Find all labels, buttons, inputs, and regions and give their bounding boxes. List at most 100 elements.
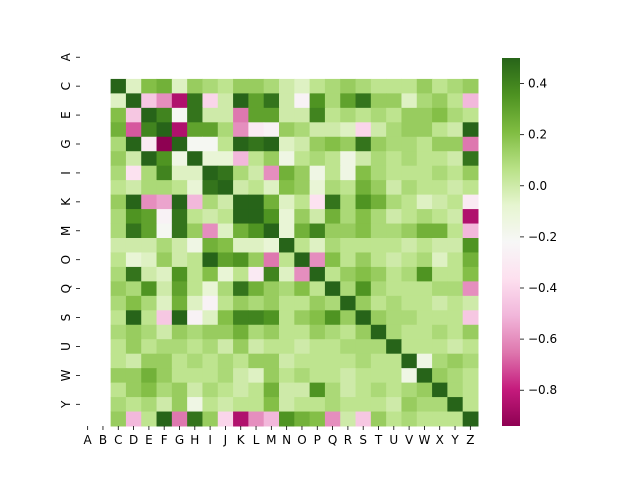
- heatmap-cell-N-F: [156, 238, 173, 253]
- heatmap-cell-G-H: [187, 136, 203, 152]
- heatmap-cell-W-H: [187, 368, 203, 384]
- heatmap-cell-E-V: [401, 107, 418, 123]
- x-tick-label: D: [129, 433, 138, 447]
- heatmap-cell-G-E: [141, 136, 158, 152]
- heatmap-cell-X-G: [171, 382, 188, 398]
- heatmap-cell-H-D: [125, 151, 142, 167]
- y-tick-label: O: [59, 255, 73, 264]
- heatmap-cell-G-R: [340, 136, 357, 152]
- heatmap-cell-W-Z: [462, 368, 479, 384]
- heatmap-cell-L-I: [202, 209, 219, 225]
- heatmap-cell-H-Z: [462, 151, 479, 167]
- heatmap-cell-R-M: [263, 295, 280, 311]
- heatmap-cell-J-Y: [447, 180, 464, 196]
- heatmap-cell-M-W: [416, 223, 433, 239]
- heatmap-cell-G-G: [171, 136, 188, 152]
- heatmap-cell-I-P: [309, 165, 326, 181]
- heatmap-cell-N-X: [432, 238, 448, 253]
- heatmap-cell-C-Q: [324, 78, 341, 94]
- heatmap-cell-P-O: [294, 266, 311, 282]
- heatmap-cell-K-T: [370, 194, 387, 210]
- heatmap-cells: [110, 78, 479, 427]
- heatmap-cell-I-H: [187, 165, 203, 181]
- heatmap-cell-P-P: [309, 266, 326, 282]
- heatmap-cell-N-M: [263, 238, 280, 253]
- heatmap-cell-P-H: [187, 266, 203, 282]
- y-tick-label: W: [59, 369, 73, 381]
- x-tick-label: A: [84, 433, 93, 447]
- heatmap-cell-I-O: [294, 165, 311, 181]
- heatmap-cell-U-F: [156, 339, 173, 355]
- heatmap-cell-C-N: [279, 78, 295, 94]
- heatmap-cell-O-D: [125, 252, 142, 268]
- heatmap-cell-G-C: [110, 136, 127, 152]
- heatmap-cell-G-X: [432, 136, 448, 152]
- heatmap-cell-D-V: [401, 93, 418, 109]
- heatmap-cell-L-D: [125, 209, 142, 225]
- heatmap-cell-L-T: [370, 209, 387, 225]
- heatmap-cell-O-C: [110, 252, 127, 268]
- heatmap-cell-R-F: [156, 295, 173, 311]
- x-tick-label: M: [266, 433, 276, 447]
- heatmap-cell-R-Z: [462, 295, 479, 311]
- heatmap-cell-R-J: [217, 295, 234, 311]
- heatmap-cell-Z-P: [309, 411, 326, 427]
- heatmap-cell-I-I: [202, 165, 219, 181]
- heatmap-cell-C-L: [248, 78, 265, 94]
- heatmap-cell-T-R: [340, 324, 357, 340]
- heatmap-cell-J-P: [309, 180, 326, 196]
- heatmap-cell-O-L: [248, 252, 265, 268]
- colorbar: [502, 58, 520, 426]
- heatmap-cell-E-U: [386, 107, 402, 123]
- heatmap-cell-Y-P: [309, 397, 326, 413]
- heatmap-cell-C-H: [187, 78, 203, 94]
- heatmap-cell-E-I: [202, 107, 219, 123]
- heatmap-cell-O-E: [141, 252, 158, 268]
- heatmap-cell-W-J: [217, 368, 234, 384]
- heatmap-cell-N-D: [125, 238, 142, 253]
- heatmap-cell-F-T: [370, 122, 387, 138]
- heatmap-cell-D-Q: [324, 93, 341, 109]
- heatmap-cell-L-G: [171, 209, 188, 225]
- heatmap-cell-U-G: [171, 339, 188, 355]
- heatmap-cell-K-W: [416, 194, 433, 210]
- heatmap-cell-C-W: [416, 78, 433, 94]
- heatmap-cell-Q-K: [233, 281, 249, 297]
- heatmap-cell-K-Y: [447, 194, 464, 210]
- heatmap-cell-X-U: [386, 382, 402, 398]
- heatmap-cell-P-C: [110, 266, 127, 282]
- heatmap-cell-G-Q: [324, 136, 341, 152]
- heatmap-cell-D-D: [125, 93, 142, 109]
- heatmap-cell-I-Q: [324, 165, 341, 181]
- heatmap-cell-I-T: [370, 165, 387, 181]
- heatmap-cell-Y-D: [125, 397, 142, 413]
- heatmap-cell-H-H: [187, 151, 203, 167]
- heatmap-cell-U-I: [202, 339, 219, 355]
- y-tick-label: Y: [59, 400, 73, 409]
- heatmap-cell-D-E: [141, 93, 158, 109]
- heatmap-cell-P-D: [125, 266, 142, 282]
- heatmap-cell-U-S: [355, 339, 372, 355]
- heatmap-cell-T-G: [171, 324, 188, 340]
- heatmap-cell-C-X: [432, 78, 448, 94]
- heatmap-cell-K-H: [187, 194, 203, 210]
- heatmap-cell-K-U: [386, 194, 402, 210]
- heatmap-cell-L-C: [110, 209, 127, 225]
- heatmap-cell-P-K: [233, 266, 249, 282]
- heatmap-cell-D-O: [294, 93, 311, 109]
- heatmap-cell-R-V: [401, 295, 418, 311]
- heatmap-cell-K-N: [279, 194, 295, 210]
- heatmap-cell-O-N: [279, 252, 295, 268]
- heatmap-cell-Y-W: [416, 397, 433, 413]
- heatmap-cell-T-F: [156, 324, 173, 340]
- heatmap-cell-Z-V: [401, 411, 418, 427]
- heatmap-cell-G-U: [386, 136, 402, 152]
- heatmap-cell-G-O: [294, 136, 311, 152]
- heatmap-cell-Q-R: [340, 281, 357, 297]
- heatmap-cell-S-Z: [462, 310, 479, 326]
- heatmap-cell-J-M: [263, 180, 280, 196]
- heatmap-cell-Q-G: [171, 281, 188, 297]
- heatmap-cell-G-L: [248, 136, 265, 152]
- heatmap-cell-Z-T: [370, 411, 387, 427]
